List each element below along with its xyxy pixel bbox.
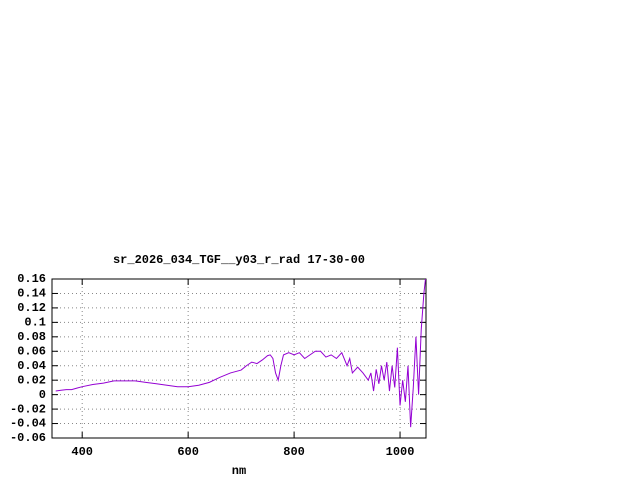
y-tick-label: 0.14 xyxy=(17,287,46,301)
y-tick-label: -0.04 xyxy=(10,417,46,431)
y-tick-label: -0.02 xyxy=(10,402,46,416)
chart-title: sr_2026_034_TGF__y03_r_rad 17-30-00 xyxy=(113,253,365,267)
y-tick-label: 0.16 xyxy=(17,272,46,286)
y-tick-label: 0.1 xyxy=(24,316,46,330)
y-tick-label: 0 xyxy=(39,388,46,402)
x-tick-label: 400 xyxy=(71,445,93,459)
x-tick-label: 1000 xyxy=(386,445,415,459)
y-tick-label: 0.04 xyxy=(17,359,46,373)
data-line xyxy=(55,278,426,428)
x-axis-label: nm xyxy=(232,464,246,478)
y-tick-label: 0.12 xyxy=(17,301,46,315)
x-tick-label: 600 xyxy=(177,445,199,459)
y-tick-label: -0.06 xyxy=(10,431,46,445)
y-tick-label: 0.06 xyxy=(17,344,46,358)
y-tick-label: 0.02 xyxy=(17,373,46,387)
x-tick-label: 800 xyxy=(283,445,305,459)
y-tick-label: 0.08 xyxy=(17,330,46,344)
plot-border xyxy=(51,278,427,439)
